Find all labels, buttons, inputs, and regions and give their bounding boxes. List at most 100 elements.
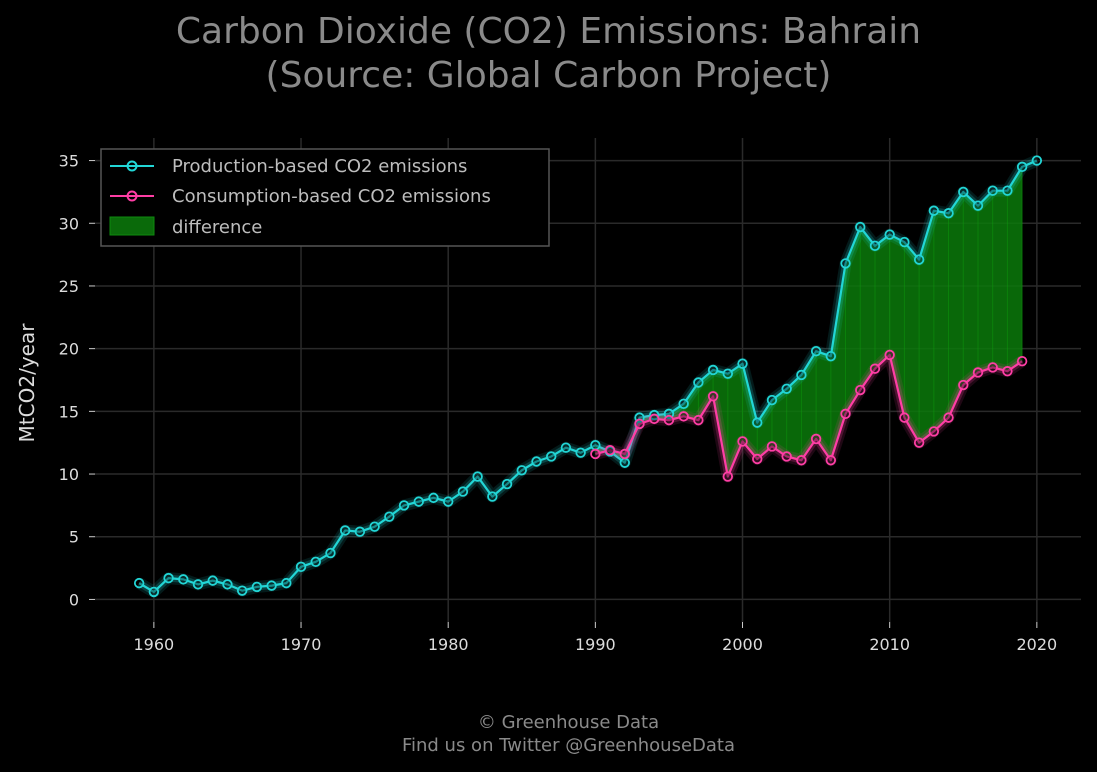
y-tick-label: 5 [69,528,79,547]
production-point [972,200,984,211]
y-tick-label: 15 [59,402,79,421]
production-point [619,457,630,468]
consumption-point [678,411,689,422]
consumption-point [722,471,734,482]
production-point [516,465,527,476]
axes: 1960 1970 1980 1990 2000 2010 2020 0 5 10 15 20 25 30… [59,152,1058,654]
consumption-point [604,445,616,456]
legend-production-label: Production-based CO2 emissions [172,156,467,177]
x-tick-label: 1980 [428,635,469,654]
y-tick-label: 10 [59,465,79,484]
production-point [428,492,439,504]
production-point [987,185,998,196]
production-point [722,368,734,379]
production-point [1031,155,1043,166]
production-point [958,186,969,198]
production-point [339,525,351,536]
consumption-point [825,455,837,466]
consumption-point [634,418,645,430]
production-point [207,575,218,586]
legend-difference-label: difference [172,217,262,238]
legend-box [100,148,550,247]
production-point [442,496,454,507]
production-point [192,579,204,590]
production-point [825,350,837,362]
consumption-point [884,349,895,361]
consumption-point [840,408,851,420]
production-point [560,442,572,453]
y-axis-label: MtCO2/year [15,323,39,443]
production-point [295,561,307,573]
x-tick-label: 1960 [134,635,175,654]
consumption-point [928,426,940,437]
production-point [737,358,748,369]
production-point [222,579,233,590]
production-point [1002,185,1013,196]
production-point [472,471,483,482]
production-point [796,369,807,381]
consumption-point [913,437,925,448]
production-point [236,585,248,596]
legend-consumption-label: Consumption-based CO2 emissions [172,186,491,207]
footer-copyright: © Greenhouse Data [477,712,660,733]
production-point [693,377,704,388]
difference-fill [595,166,1023,477]
production-point [398,500,410,511]
consumption-point [1016,355,1028,367]
production-point [163,572,174,584]
production-point [707,364,719,376]
consumption-point [619,448,630,460]
consumption-point [796,455,807,466]
production-point [251,581,263,593]
consumption-point [899,412,910,423]
x-tick-label: 1990 [575,635,616,654]
x-tick-label: 2010 [869,635,910,654]
consumption-point [869,363,881,374]
production-point [899,236,910,248]
y-tick-label: 25 [59,277,79,296]
production-point [943,208,954,219]
production-point [766,394,778,406]
consumption-point [855,384,866,396]
production-point [369,521,380,532]
consumption-point [693,414,704,426]
production-point [178,574,189,585]
consumption-point [766,441,778,452]
production-point [810,345,822,357]
consumption-point [707,391,719,402]
production-point [869,240,881,252]
consumption-point [1002,366,1013,377]
y-tick-label: 20 [59,340,79,359]
production-point [310,556,321,568]
consumption-line [595,353,1023,478]
footer: © Greenhouse Data Find us on Twitter @Gr… [0,711,1097,757]
production-point [1016,161,1028,173]
difference-area [594,166,1023,477]
production-point [325,547,336,559]
production-point [531,456,542,467]
production-point [913,254,925,265]
production-point [148,586,160,598]
production-point [501,478,513,490]
consumption-point [958,379,969,391]
production-point [413,496,424,507]
x-tick-label: 2000 [722,635,763,654]
consumption-point [987,362,998,373]
production-point [884,229,895,240]
production-point [546,451,557,462]
production-point [457,486,469,497]
production-point [133,577,145,589]
legend-difference-swatch [109,216,155,236]
y-tick-label: 30 [59,214,79,233]
production-point [855,221,866,233]
production-point [281,577,292,589]
production-point [781,383,792,394]
x-tick-label: 1970 [281,635,322,654]
consumption-point [781,451,792,462]
y-tick-label: 35 [59,152,79,171]
production-point [384,511,395,522]
production-point [354,526,366,537]
consumption-point [943,412,954,423]
legend: Production-based CO2 emissions Consumpti… [100,148,550,247]
